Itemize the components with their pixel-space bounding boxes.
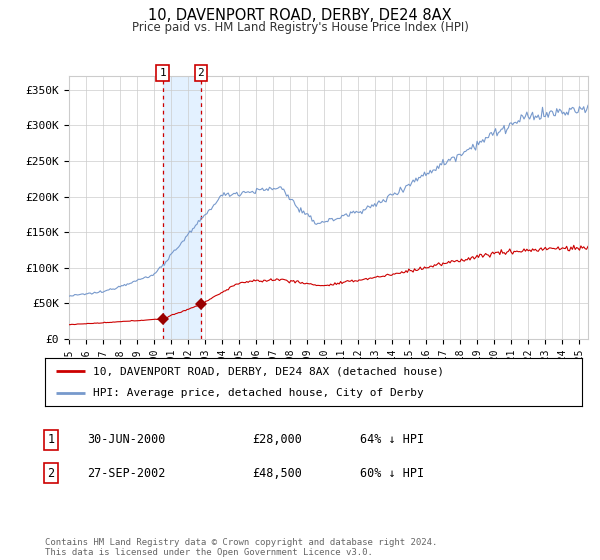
Text: 60% ↓ HPI: 60% ↓ HPI bbox=[360, 466, 424, 480]
Text: Price paid vs. HM Land Registry's House Price Index (HPI): Price paid vs. HM Land Registry's House … bbox=[131, 21, 469, 34]
Text: £28,000: £28,000 bbox=[252, 433, 302, 446]
Text: 27-SEP-2002: 27-SEP-2002 bbox=[87, 466, 166, 480]
Text: £48,500: £48,500 bbox=[252, 466, 302, 480]
Text: 1: 1 bbox=[47, 433, 55, 446]
Text: 1: 1 bbox=[159, 68, 166, 78]
Text: 30-JUN-2000: 30-JUN-2000 bbox=[87, 433, 166, 446]
Bar bbox=[163, 76, 201, 339]
Text: 10, DAVENPORT ROAD, DERBY, DE24 8AX: 10, DAVENPORT ROAD, DERBY, DE24 8AX bbox=[148, 8, 452, 24]
Text: 64% ↓ HPI: 64% ↓ HPI bbox=[360, 433, 424, 446]
Text: 2: 2 bbox=[47, 466, 55, 480]
Text: Contains HM Land Registry data © Crown copyright and database right 2024.
This d: Contains HM Land Registry data © Crown c… bbox=[45, 538, 437, 557]
Text: 10, DAVENPORT ROAD, DERBY, DE24 8AX (detached house): 10, DAVENPORT ROAD, DERBY, DE24 8AX (det… bbox=[94, 366, 445, 376]
Text: 2: 2 bbox=[197, 68, 204, 78]
Text: HPI: Average price, detached house, City of Derby: HPI: Average price, detached house, City… bbox=[94, 388, 424, 398]
